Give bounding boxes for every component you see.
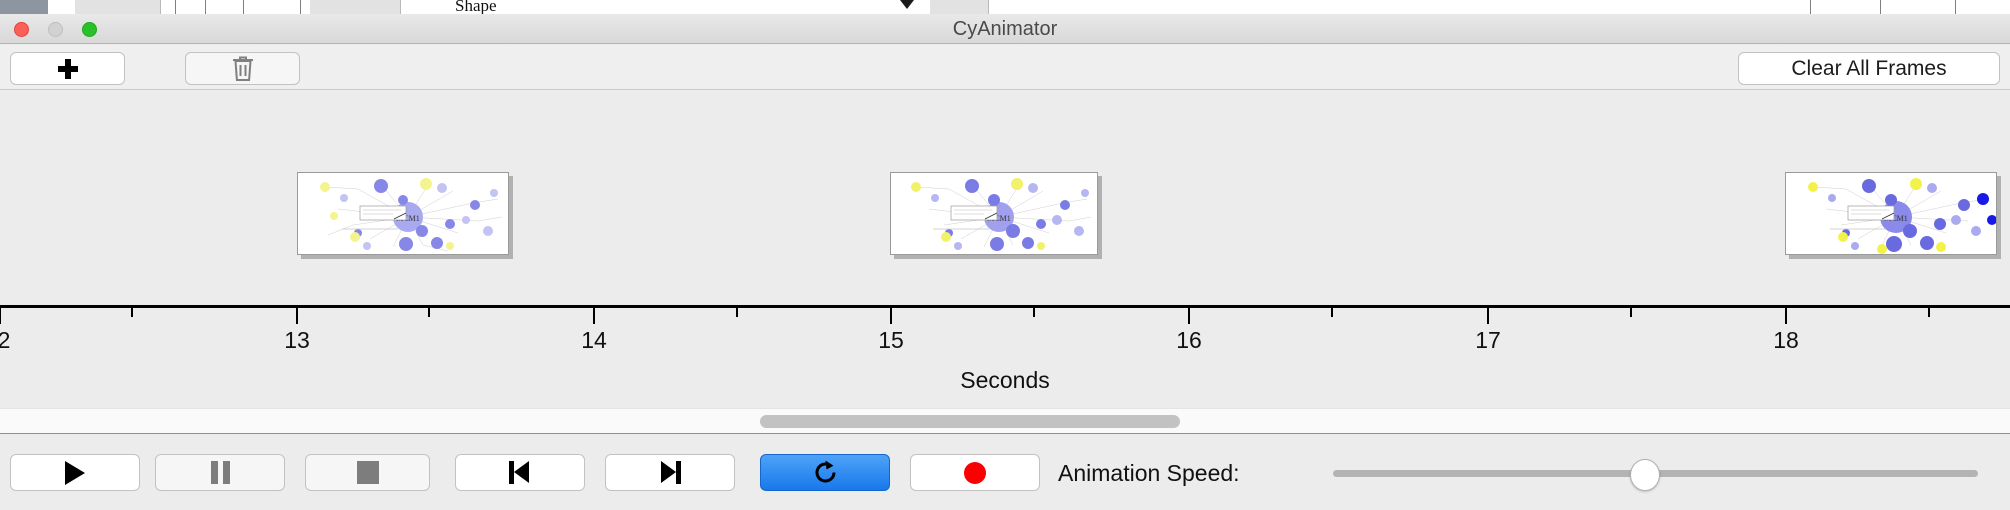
stop-icon bbox=[356, 461, 379, 484]
stop-button[interactable] bbox=[305, 454, 430, 491]
svg-text:MCM1: MCM1 bbox=[987, 214, 1011, 223]
skip-previous-button[interactable] bbox=[455, 454, 585, 491]
axis-tick-minor bbox=[1630, 308, 1632, 317]
network-thumbnail-graphic: MCM1 bbox=[891, 173, 1097, 254]
axis-tick-label: 15 bbox=[878, 327, 904, 353]
network-thumbnail-graphic: MCM1 bbox=[298, 173, 508, 254]
frame-thumbnail[interactable]: MCM1 bbox=[297, 172, 509, 255]
axis-tick-minor bbox=[131, 308, 133, 317]
axis-tick-minor bbox=[1928, 308, 1930, 317]
svg-text:MCM1: MCM1 bbox=[1884, 214, 1908, 223]
timeline-scrollbar[interactable] bbox=[0, 408, 2010, 434]
axis-tick-label: 16 bbox=[1176, 327, 1202, 353]
axis-tick-major bbox=[1785, 308, 1787, 324]
background-window-caret-icon bbox=[900, 0, 914, 9]
axis-line bbox=[0, 305, 2010, 308]
frame-thumbnail[interactable]: MCM1 bbox=[890, 172, 1098, 255]
background-window-divider bbox=[175, 0, 176, 14]
axis-tick-major bbox=[1188, 308, 1190, 324]
window-title: CyAnimator bbox=[952, 18, 1058, 40]
axis-tick-label: 14 bbox=[581, 327, 607, 353]
axis-tick-label: 18 bbox=[1773, 327, 1799, 353]
axis-tick-label: 17 bbox=[1475, 327, 1501, 353]
background-window-divider bbox=[205, 0, 206, 14]
axis-tick-label: 2 bbox=[0, 327, 11, 353]
axis-tick-minor bbox=[736, 308, 738, 317]
axis-tick-major bbox=[0, 308, 1, 324]
trash-icon bbox=[232, 56, 253, 81]
maximize-button-icon[interactable] bbox=[82, 22, 97, 37]
loop-button[interactable] bbox=[760, 454, 890, 491]
skip-next-button[interactable] bbox=[605, 454, 735, 491]
pause-button[interactable] bbox=[155, 454, 285, 491]
background-window-divider bbox=[1955, 0, 1956, 14]
animation-speed-slider[interactable] bbox=[1333, 454, 1978, 492]
svg-text:MCM1: MCM1 bbox=[396, 214, 420, 223]
play-button[interactable] bbox=[10, 454, 140, 491]
axis-tick-minor bbox=[1331, 308, 1333, 317]
record-icon bbox=[964, 461, 986, 484]
axis-tick-major bbox=[593, 308, 595, 324]
background-window-block bbox=[75, 0, 161, 14]
network-thumbnail-graphic: MCM1 bbox=[1786, 173, 1996, 254]
axis-tick-major bbox=[1487, 308, 1489, 324]
skip-next-icon bbox=[659, 461, 681, 484]
background-window-dark-block bbox=[0, 0, 48, 14]
timeline-axis: 2 13 14 15 16 17 18 Seconds bbox=[0, 305, 2010, 408]
timeline-panel[interactable]: MCM1 bbox=[0, 90, 2010, 408]
animation-speed-label: Animation Speed: bbox=[1058, 460, 1240, 486]
axis-tick-major bbox=[296, 308, 298, 324]
background-window-strip: Shape bbox=[0, 0, 2010, 14]
axis-tick-major bbox=[890, 308, 892, 324]
scrollbar-thumb[interactable] bbox=[760, 415, 1180, 428]
background-window-divider bbox=[1880, 0, 1881, 14]
playback-control-bar: Animation Speed: bbox=[0, 434, 2010, 510]
background-window-divider bbox=[243, 0, 244, 14]
pause-icon bbox=[210, 461, 230, 484]
toolbar: Clear All Frames bbox=[0, 45, 2010, 90]
axis-tick-label: 13 bbox=[284, 327, 310, 353]
frame-thumbnail[interactable]: MCM1 bbox=[1785, 172, 1997, 255]
axis-tick-minor bbox=[1033, 308, 1035, 317]
background-window-divider bbox=[300, 0, 301, 14]
clear-all-frames-button[interactable]: Clear All Frames bbox=[1738, 52, 2000, 85]
title-bar: CyAnimator bbox=[0, 14, 2010, 44]
axis-title: Seconds bbox=[960, 367, 1050, 393]
loop-icon bbox=[815, 460, 836, 483]
background-window-block bbox=[930, 0, 989, 14]
background-window-block bbox=[310, 0, 401, 14]
axis-tick-minor bbox=[428, 308, 430, 317]
play-icon bbox=[65, 460, 85, 485]
delete-frame-button[interactable] bbox=[185, 52, 300, 85]
plus-icon bbox=[57, 58, 78, 79]
background-window-divider bbox=[1810, 0, 1811, 14]
slider-thumb[interactable] bbox=[1630, 459, 1660, 491]
add-frame-button[interactable] bbox=[10, 52, 125, 85]
background-window-shape-label: Shape bbox=[455, 0, 497, 14]
clear-all-frames-label: Clear All Frames bbox=[1791, 56, 1947, 80]
skip-previous-icon bbox=[509, 461, 531, 484]
minimize-button-icon[interactable] bbox=[48, 22, 63, 37]
record-button[interactable] bbox=[910, 454, 1040, 491]
close-button-icon[interactable] bbox=[14, 22, 29, 37]
